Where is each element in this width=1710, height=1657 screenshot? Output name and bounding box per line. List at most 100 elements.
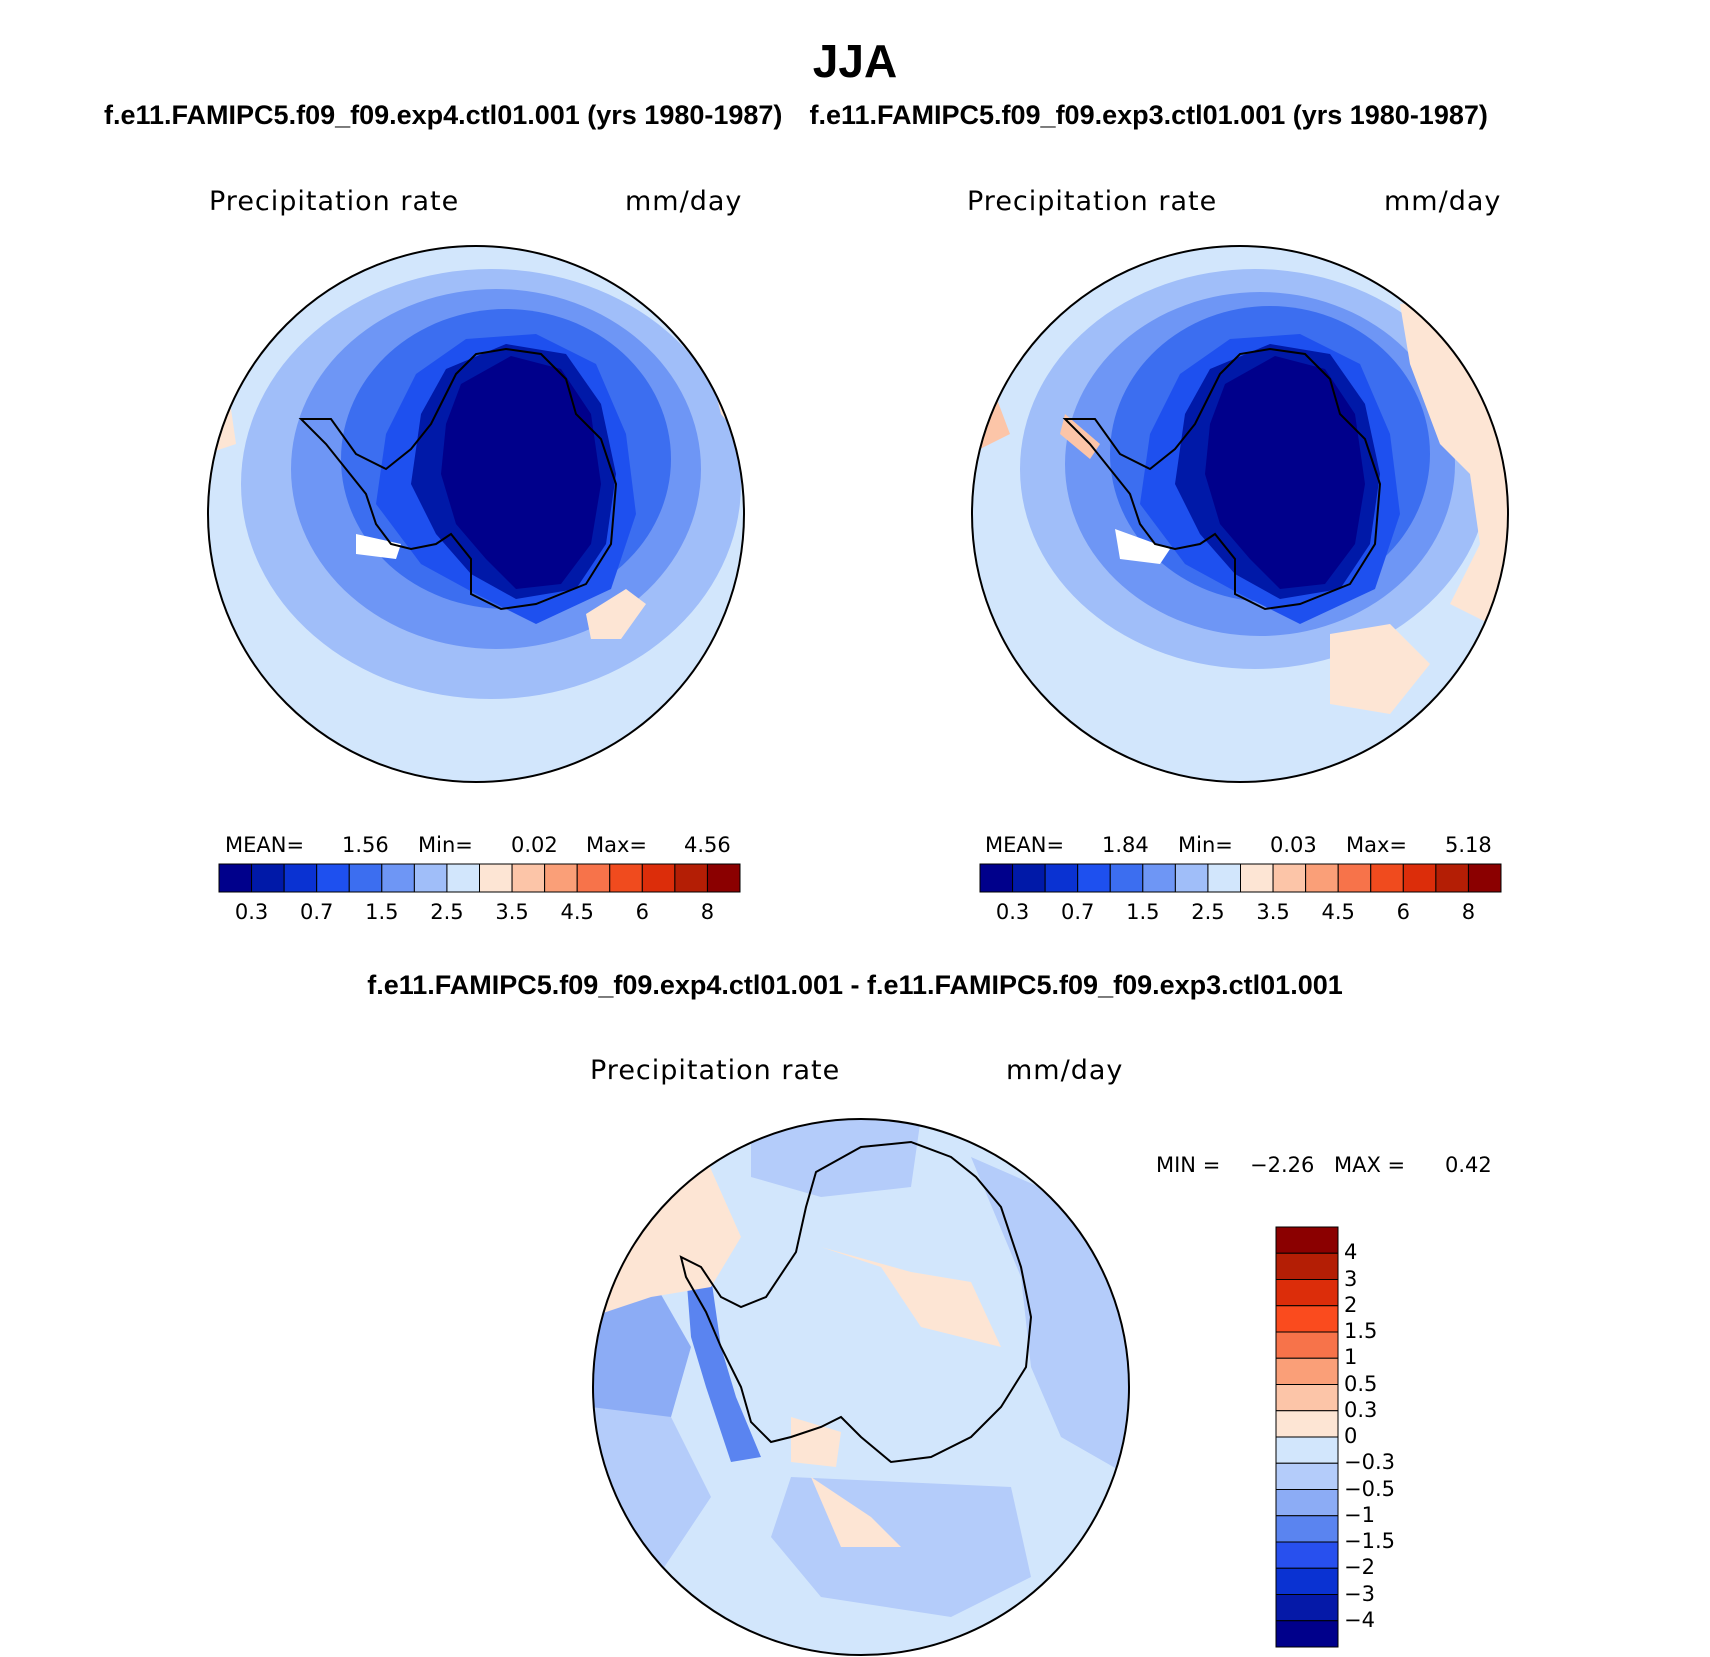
colorbar-swatch [1012, 863, 1046, 893]
colorbar-swatch [1275, 1620, 1339, 1648]
colorbar-swatch [1275, 1357, 1339, 1385]
colorbar-swatch [1435, 863, 1469, 893]
colorbar-swatch [1402, 863, 1437, 893]
panel2-units-label: mm/day [1384, 186, 1502, 217]
colorbar-tick-label: 3 [1344, 1266, 1358, 1291]
colorbar-swatch [706, 863, 741, 893]
colorbar-swatch [1275, 1594, 1339, 1622]
colorbar-swatch [1109, 863, 1144, 893]
colorbar-swatch [1240, 863, 1274, 893]
colorbar-swatch [1275, 1541, 1339, 1569]
diff-neg-peninsula [686, 1272, 761, 1462]
colorbar-tick-label: 0.3 [1344, 1397, 1378, 1422]
main-title: JJA [812, 35, 898, 87]
colorbar-tick-label: 2 [1344, 1292, 1358, 1317]
panel1-max-label: Max= [586, 833, 648, 857]
colorbar-swatch [1077, 863, 1111, 893]
core-field [1205, 356, 1365, 589]
panel1-units-label: mm/day [625, 186, 743, 217]
colorbar-swatch [1174, 863, 1209, 893]
colorbar-tick-label: 1.5 [365, 900, 399, 924]
colorbar-tick-label: −4 [1344, 1607, 1375, 1632]
colorbar-swatch [641, 863, 676, 893]
colorbar-swatch [1370, 863, 1404, 893]
colorbar-tick-label: 6 [635, 900, 649, 924]
colorbar-swatch [283, 863, 318, 893]
panel-title-exp3: f.e11.FAMIPC5.f09_f09.exp3.ctl01.001 (yr… [809, 100, 1488, 130]
panel1-mean-value: 1.56 [342, 833, 389, 857]
colorbar-tick-label: −1 [1344, 1502, 1375, 1527]
diff-pos-weddell [791, 1417, 841, 1467]
colorbar-tick-label: 2.5 [1191, 900, 1225, 924]
panel2-mean-value: 1.84 [1102, 833, 1149, 857]
core-field [441, 356, 601, 589]
colorbar-swatch [979, 863, 1014, 893]
panel2-mean-label: MEAN= [985, 833, 1065, 857]
colorbar-swatch [1275, 1226, 1339, 1254]
panel1-min-value: 0.02 [511, 833, 558, 857]
colorbar-swatch [1275, 1489, 1339, 1517]
colorbar-swatch [1272, 863, 1307, 893]
colorbar-tick-label: −2 [1344, 1555, 1375, 1580]
map-panel-exp4 [207, 245, 745, 783]
colorbar-swatch [1142, 863, 1176, 893]
colorbar-swatch [1275, 1305, 1339, 1333]
colorbar-swatch [674, 863, 708, 893]
colorbar-difference [1275, 1226, 1339, 1648]
colorbar-swatch [576, 863, 611, 893]
panel1-min-label: Min= [418, 833, 473, 857]
colorbar-swatch [1275, 1252, 1339, 1280]
colorbar-tick-label: 4 [1344, 1240, 1358, 1265]
colorbar-tick-label: −3 [1344, 1581, 1375, 1606]
colorbar-tick-label: 0.3 [995, 900, 1030, 924]
panel2-max-value: 5.18 [1445, 833, 1492, 857]
colorbar-swatch [251, 863, 285, 893]
colorbar-tick-label: −0.3 [1344, 1450, 1395, 1475]
colorbar-tick-label: 2.5 [430, 900, 464, 924]
white-patch [356, 534, 401, 559]
colorbar-swatch [1467, 863, 1502, 893]
colorbar-swatch [1275, 1384, 1339, 1412]
coastline [298, 347, 618, 611]
colorbar-tick-label: 1 [1344, 1345, 1358, 1370]
colorbar-swatch [544, 863, 578, 893]
map-difference [592, 1118, 1130, 1656]
colorbar-swatch [381, 863, 415, 893]
diff-pos-interior [821, 1247, 1001, 1347]
diff-max-label: MAX = [1334, 1153, 1406, 1177]
diff-min-label: MIN = [1156, 1153, 1221, 1177]
colorbar-panel-exp3 [979, 863, 1502, 893]
colorbar-swatch [1275, 1462, 1339, 1490]
colorbar-swatch [1044, 863, 1079, 893]
colorbar-tick-label: −0.5 [1344, 1476, 1395, 1501]
map-border [207, 245, 745, 783]
colorbar-swatch [1275, 1436, 1339, 1464]
colorbar-tick-label: −1.5 [1344, 1529, 1395, 1553]
colorbar-tick-label: 3.5 [495, 900, 529, 924]
diff-max-value: 0.42 [1445, 1153, 1492, 1177]
diff-units-label: mm/day [1006, 1055, 1124, 1086]
colorbar-swatch [609, 863, 643, 893]
diff-variable-label: Precipitation rate [590, 1055, 841, 1086]
panel1-variable-label: Precipitation rate [209, 186, 460, 217]
colorbar-tick-label: 0.3 [234, 900, 269, 924]
colorbar-tick-label: 6 [1396, 900, 1410, 924]
colorbar-tick-label: 0.7 [299, 900, 334, 924]
colorbar-tick-label: 4.5 [560, 900, 594, 924]
panel2-min-value: 0.03 [1270, 833, 1317, 857]
map-border [971, 245, 1509, 783]
panel1-mean-label: MEAN= [225, 833, 305, 857]
warm-patch-south [1330, 624, 1430, 714]
colorbar-tick-label: 8 [700, 900, 715, 924]
colorbar-tick-label: 0 [1344, 1424, 1358, 1448]
colorbar-swatch [316, 863, 350, 893]
colorbar-swatch [1275, 1567, 1339, 1595]
colorbar-tick-label: 8 [1461, 900, 1476, 924]
difference-title: f.e11.FAMIPC5.f09_f09.exp4.ctl01.001 - f… [367, 970, 1343, 1000]
colorbar-swatch [1275, 1515, 1339, 1543]
colorbar-swatch [1275, 1331, 1339, 1359]
coastline [1062, 347, 1382, 611]
colorbar-swatch [1207, 863, 1241, 893]
panel2-variable-label: Precipitation rate [967, 186, 1218, 217]
warm-patch-2 [586, 589, 646, 639]
